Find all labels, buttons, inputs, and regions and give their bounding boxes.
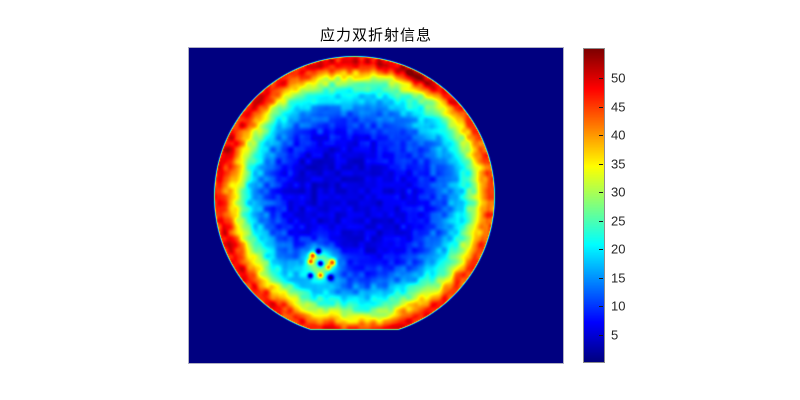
colorbar-tick: [599, 249, 603, 250]
colorbar-tick-label: 45: [611, 99, 626, 115]
colorbar-tick: [599, 164, 603, 165]
colorbar-tick-label: 35: [611, 156, 626, 172]
colorbar-tick: [599, 78, 603, 79]
colorbar-tick: [599, 107, 603, 108]
wafer-heatmap-image: [189, 48, 563, 363]
colorbar-tick-label: 15: [611, 270, 626, 286]
colorbar-gradient: [584, 49, 604, 362]
colorbar-tick: [599, 135, 603, 136]
colorbar-tick-label: 5: [611, 327, 619, 343]
colorbar: [583, 48, 605, 363]
colorbar-tick: [599, 306, 603, 307]
colorbar-tick-label: 10: [611, 298, 626, 314]
colorbar-tick: [599, 335, 603, 336]
colorbar-tick-label: 30: [611, 184, 626, 200]
colorbar-tick-label: 25: [611, 213, 626, 229]
colorbar-tick: [599, 192, 603, 193]
colorbar-tick-label: 40: [611, 127, 626, 143]
plot-title: 应力双折射信息: [319, 28, 432, 44]
colorbar-tick-label: 50: [611, 70, 626, 86]
colorbar-tick: [599, 278, 603, 279]
colorbar-tick-label: 20: [611, 241, 626, 257]
colorbar-tick: [599, 221, 603, 222]
heatmap-axes: [188, 47, 564, 364]
